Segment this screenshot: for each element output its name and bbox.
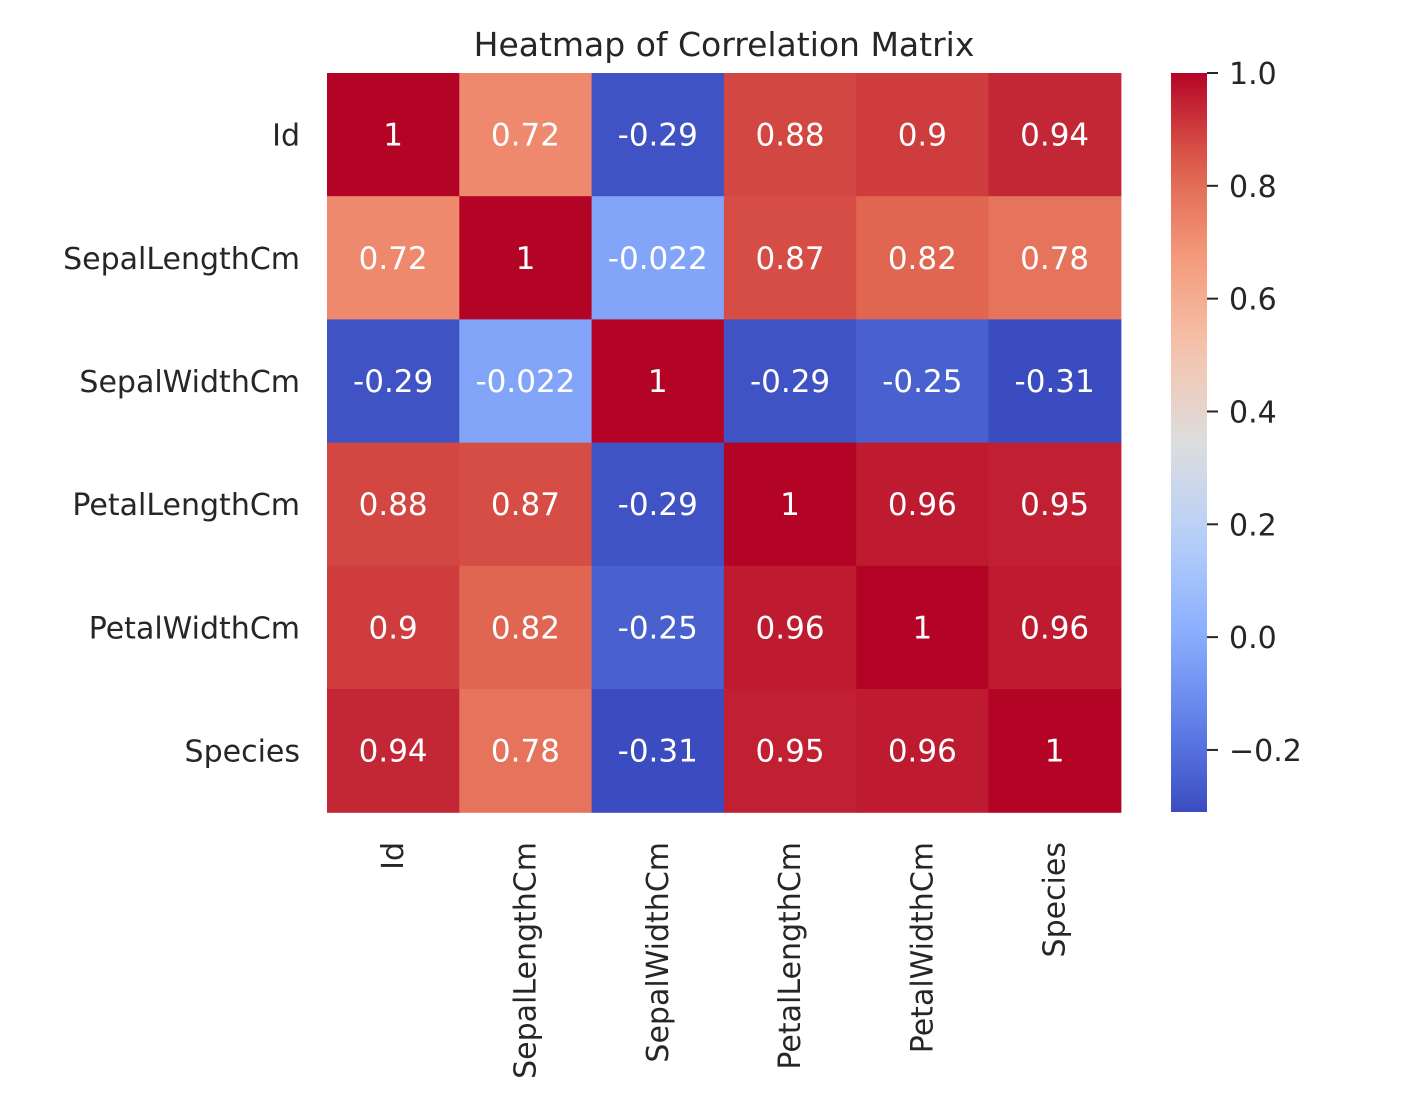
cell-value-label-0-0: 1 xyxy=(383,118,403,154)
colorbar-ticks: 1.0 0.8 0.6 0.4 0.2 0.0 −0.2 xyxy=(1207,57,1302,769)
cell-value-label-3-0: 0.88 xyxy=(359,487,428,523)
row-label-5: Species xyxy=(185,735,300,770)
cell-value-label-5-2: -0.31 xyxy=(618,734,698,770)
heatmap-cell-4-1 xyxy=(459,565,593,690)
cell-value-label-3-4: 0.96 xyxy=(888,487,957,523)
column-label-0: Id xyxy=(376,842,411,870)
heatmap-cell-0-5 xyxy=(988,73,1122,197)
cell-value-label-5-5: 1 xyxy=(1045,734,1065,770)
column-label-2: SepalWidthCm xyxy=(641,842,676,1063)
heatmap-cell-5-5 xyxy=(988,689,1122,813)
cell-value-label-2-1: -0.022 xyxy=(475,364,575,400)
cell-value-label-0-1: 0.72 xyxy=(491,118,560,154)
cell-value-label-1-4: 0.82 xyxy=(888,241,957,277)
heatmap-cell-3-5 xyxy=(988,442,1122,567)
colorbar-tick-label-4: 0.2 xyxy=(1229,508,1277,543)
cell-value-label-4-0: 0.9 xyxy=(368,610,417,646)
cell-value-label-0-4: 0.9 xyxy=(898,118,947,154)
heatmap-cell-1-4 xyxy=(856,196,990,320)
heatmap-cell-5-3 xyxy=(723,689,857,813)
heatmap-cell-2-1 xyxy=(459,319,593,444)
cell-value-label-4-2: -0.25 xyxy=(618,610,698,646)
heatmap-cell-0-4 xyxy=(856,73,990,197)
heatmap-cell-0-3 xyxy=(723,73,857,197)
row-label-1: SepalLengthCm xyxy=(63,242,300,277)
cell-value-label-0-5: 0.94 xyxy=(1020,118,1089,154)
heatmap-cell-1-5 xyxy=(988,196,1122,320)
heatmap-cell-3-0 xyxy=(327,442,460,567)
cell-value-label-3-1: 0.87 xyxy=(491,487,560,523)
colorbar-tick-label-5: 0.0 xyxy=(1229,621,1277,656)
cell-value-label-2-4: -0.25 xyxy=(882,364,962,400)
colorbar-tick-label-1: 0.8 xyxy=(1229,170,1277,205)
cell-value-label-3-2: -0.29 xyxy=(618,487,698,523)
cell-value-label-3-3: 1 xyxy=(780,487,800,523)
colorbar-tick-label-0: 1.0 xyxy=(1229,57,1277,92)
cell-value-label-1-5: 0.78 xyxy=(1020,241,1089,277)
cell-value-label-0-3: 0.88 xyxy=(756,118,825,154)
colorbar: 1.0 0.8 0.6 0.4 0.2 0.0 −0.2 xyxy=(1171,57,1302,812)
colorbar-gradient xyxy=(1171,73,1207,812)
chart-title: Heatmap of Correlation Matrix xyxy=(474,25,975,64)
cell-value-label-1-3: 0.87 xyxy=(756,241,825,277)
y-axis-tick-labels: Id SepalLengthCm SepalWidthCm PetalLengthCm… xyxy=(63,119,300,770)
column-label-4: PetalWidthCm xyxy=(905,842,940,1053)
heatmap-cell-2-4 xyxy=(856,319,990,444)
cell-value-label-5-4: 0.96 xyxy=(888,734,957,770)
heatmap-cell-5-0 xyxy=(327,689,460,813)
row-label-3: PetalLengthCm xyxy=(72,488,300,523)
heatmap-cell-3-3 xyxy=(723,442,857,567)
heatmap-cell-1-0 xyxy=(327,196,460,320)
cell-value-label-4-1: 0.82 xyxy=(491,610,560,646)
heatmap-cell-4-4 xyxy=(856,565,990,690)
column-label-1: SepalLengthCm xyxy=(508,842,543,1079)
heatmap-cell-2-5 xyxy=(988,319,1122,444)
heatmap-cell-2-2 xyxy=(591,319,725,444)
cell-value-label-3-5: 0.95 xyxy=(1020,487,1089,523)
heatmap-cell-4-3 xyxy=(723,565,857,690)
heatmap-cell-2-0 xyxy=(327,319,460,444)
column-label-3: PetalLengthCm xyxy=(773,842,808,1070)
heatmap-cell-0-0 xyxy=(327,73,460,197)
cell-value-label-0-2: -0.29 xyxy=(618,118,698,154)
heatmap-cell-2-3 xyxy=(723,319,857,444)
heatmap-cell-4-0 xyxy=(327,565,460,690)
heatmap-cell-4-2 xyxy=(591,565,725,690)
cell-value-label-2-2: 1 xyxy=(648,364,668,400)
cell-value-label-1-2: -0.022 xyxy=(608,241,708,277)
cell-value-label-2-5: -0.31 xyxy=(1015,364,1095,400)
heatmap-cell-5-4 xyxy=(856,689,990,813)
cell-value-label-5-3: 0.95 xyxy=(756,734,825,770)
cell-value-label-1-1: 1 xyxy=(516,241,536,277)
heatmap-grid: 1 0.72 -0.29 0.88 0.9 0.94 0.72 1 -0.022 0.87 0.82… xyxy=(327,73,1122,813)
row-label-0: Id xyxy=(272,119,300,154)
heatmap-cell-4-5 xyxy=(988,565,1122,690)
cell-value-label-1-0: 0.72 xyxy=(359,241,428,277)
heatmap-cell-1-1 xyxy=(459,196,593,320)
heatmap-cell-3-1 xyxy=(459,442,593,567)
heatmap-cell-0-1 xyxy=(459,73,593,197)
cell-value-label-2-0: -0.29 xyxy=(353,364,433,400)
colorbar-tick-label-2: 0.6 xyxy=(1229,283,1277,318)
heatmap-cell-3-2 xyxy=(591,442,725,567)
cell-value-label-4-4: 1 xyxy=(912,610,932,646)
cell-value-label-5-0: 0.94 xyxy=(359,734,428,770)
heatmap-cell-1-2 xyxy=(591,196,725,320)
heatmap-cell-0-2 xyxy=(591,73,725,197)
colorbar-tick-label-3: 0.4 xyxy=(1229,395,1277,430)
heatmap-cell-1-3 xyxy=(723,196,857,320)
heatmap-cell-5-2 xyxy=(591,689,725,813)
row-label-4: PetalWidthCm xyxy=(89,611,300,646)
cell-value-label-5-1: 0.78 xyxy=(491,734,560,770)
cell-value-label-2-3: -0.29 xyxy=(750,364,830,400)
heatmap-cell-5-1 xyxy=(459,689,593,813)
cell-value-label-4-3: 0.96 xyxy=(756,610,825,646)
row-label-2: SepalWidthCm xyxy=(79,365,300,400)
colorbar-tick-label-6: −0.2 xyxy=(1229,734,1302,769)
x-axis-tick-labels: Id SepalLengthCm SepalWidthCm PetalLengthCm… xyxy=(376,842,1073,1079)
heatmap-cell-3-4 xyxy=(856,442,990,567)
column-label-5: Species xyxy=(1038,842,1073,957)
cell-value-label-4-5: 0.96 xyxy=(1020,610,1089,646)
